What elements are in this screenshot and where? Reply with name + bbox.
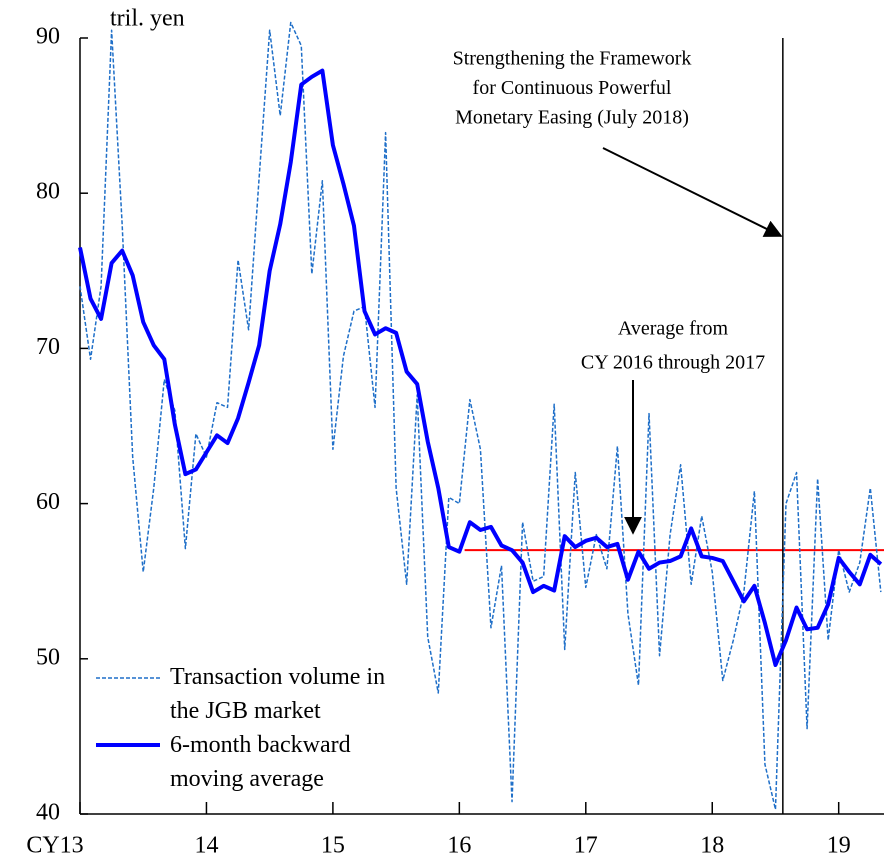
annotation: for Continuous Powerful [473,77,672,99]
annotation: Monetary Easing (July 2018) [455,107,689,129]
y-tick-label: 40 [36,800,60,826]
annotation: CY 2016 through 2017 [581,352,765,374]
x-tick-label: 17 [574,833,598,859]
legend-label: Transaction volume in the JGB market [170,664,386,724]
x-tick-label: 18 [700,833,724,859]
series-line [79,21,882,811]
x-tick-label: CY13 [26,833,83,859]
annotation: Average from [618,318,729,340]
x-tick-label: 15 [321,833,345,859]
y-tick-label: 60 [36,489,60,515]
legend-label: 6-month backward moving average [170,732,351,792]
x-tick-label: 19 [827,833,851,859]
y-axis-label: tril. yen [110,6,185,32]
x-tick-label: 14 [194,833,218,859]
annotation-arrow [602,147,783,237]
x-tick-label: 16 [447,833,471,859]
series-line [78,68,883,668]
plot-area: 40 50 60 70 80 90 CY13 14 15 16 17 18 19 [26,21,884,859]
y-tick-label: 70 [36,334,60,360]
y-tick-label: 80 [36,179,60,205]
y-tick-label: 50 [36,644,60,670]
annotation: Strengthening the Framework [453,48,692,70]
y-tick-label: 90 [36,24,60,50]
